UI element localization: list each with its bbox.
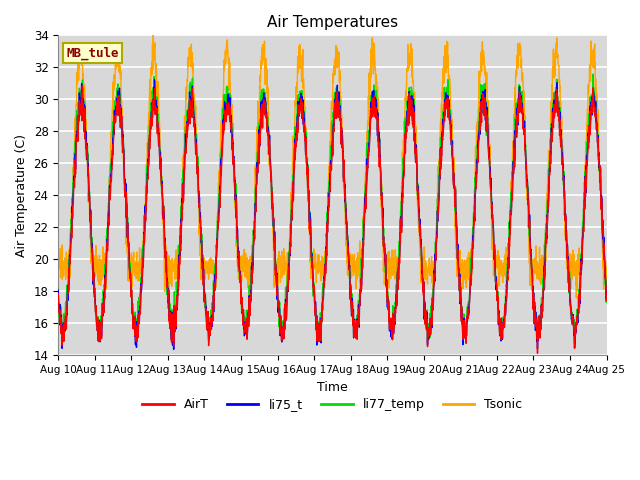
- Y-axis label: Air Temperature (C): Air Temperature (C): [15, 134, 28, 257]
- X-axis label: Time: Time: [317, 381, 348, 394]
- Text: MB_tule: MB_tule: [67, 47, 119, 60]
- Title: Air Temperatures: Air Temperatures: [267, 15, 398, 30]
- Legend: AirT, li75_t, li77_temp, Tsonic: AirT, li75_t, li77_temp, Tsonic: [138, 393, 527, 416]
